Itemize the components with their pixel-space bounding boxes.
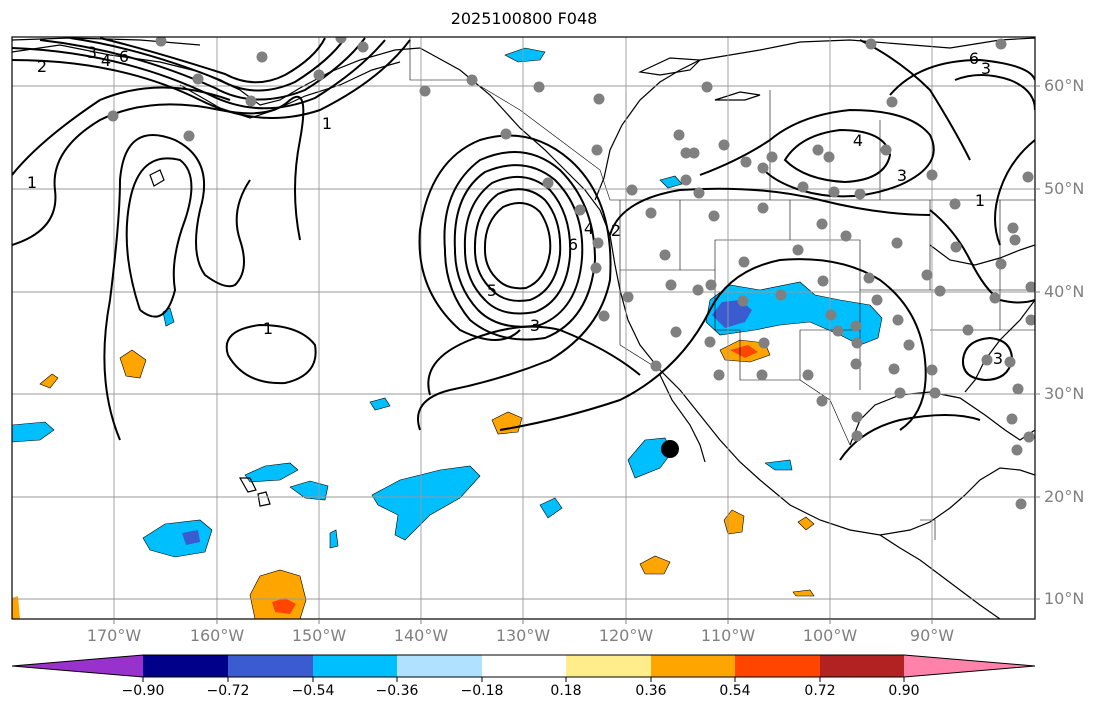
lon-label: 120°W [598, 626, 654, 645]
map-title: 2025100800 F048 [450, 9, 598, 28]
colorbar-segment [228, 655, 313, 677]
blue-anomaly-alaska [504, 47, 546, 63]
colorbar-tick-label: −0.90 [121, 683, 165, 699]
colorbar-segment [313, 655, 397, 677]
location-marker [661, 440, 679, 458]
colorbar-segment [651, 655, 735, 677]
blue-anomaly-small-1 [539, 497, 563, 519]
contour-label: 3 [981, 59, 991, 78]
contour-label: 1 [975, 191, 985, 210]
lat-label: 30°N [1044, 384, 1085, 403]
lat-label: 20°N [1044, 487, 1085, 506]
lat-label: 60°N [1044, 76, 1085, 95]
colorbar-segment [482, 655, 566, 677]
colorbar-tick-label: 0.18 [550, 683, 582, 699]
contour-label: 4 [101, 51, 111, 70]
orange-anomaly-5 [797, 516, 815, 531]
blue-anomaly-canada [659, 175, 683, 189]
contour-label: 3 [993, 349, 1003, 368]
coastlines [12, 37, 1035, 619]
contour-label: 3 [897, 166, 907, 185]
colorbar-tick-label: 0.54 [719, 683, 751, 699]
lon-label: 110°W [700, 626, 756, 645]
blue-anomaly-small-5 [162, 307, 175, 327]
colorbar-extend-low [12, 655, 143, 677]
blue-anomaly-hawaii-2 [289, 480, 329, 501]
colorbar-segment [735, 655, 820, 677]
orange-anomaly-west-edge [12, 596, 20, 619]
orange-anomaly-3 [723, 509, 745, 535]
colorbar-tick-label: −0.72 [206, 683, 250, 699]
colorbar-tick-label: 0.72 [804, 683, 836, 699]
colorbar-extend-high [904, 655, 1035, 677]
orange-anomaly-2 [491, 411, 523, 435]
lon-label: 90°W [909, 626, 955, 645]
orange-anomaly-4 [639, 555, 671, 575]
dark-blue-anomaly-southwest [712, 300, 752, 328]
colorbar-tick-label: 0.36 [635, 683, 667, 699]
blue-anomaly-small-3 [764, 459, 793, 471]
blue-anomaly-sw-pacific [142, 519, 213, 558]
colorbar-tick-label: −0.36 [375, 683, 419, 699]
lon-label: 100°W [802, 626, 858, 645]
contour-label: 6 [568, 235, 578, 254]
blue-anomaly-pacific-large [371, 465, 481, 541]
lat-label: 50°N [1044, 179, 1085, 198]
lon-label: 140°W [393, 626, 449, 645]
blue-anomaly-west-edge [12, 421, 55, 443]
lon-label: 170°W [86, 626, 142, 645]
contour-lines [12, 37, 1035, 461]
red-anomaly-central-pacific [272, 598, 296, 614]
lat-label: 40°N [1044, 282, 1085, 301]
contour-labels: 2 3 4 6 1 1 1 5 6 4 2 3 4 3 1 6 3 3 [27, 43, 1003, 368]
colorbar-tick-label: 0.90 [888, 683, 920, 699]
station-markers [107, 37, 1035, 510]
lon-ticks [113, 619, 933, 624]
lon-label: 160°W [189, 626, 245, 645]
colorbar-segment [566, 655, 651, 677]
colorbar-segment [820, 655, 904, 677]
lon-label: 150°W [291, 626, 347, 645]
lat-ticks [1035, 85, 1040, 600]
contour-label: 1 [322, 114, 332, 133]
lon-label: 130°W [495, 626, 551, 645]
colorbar-tick-label: −0.18 [460, 683, 504, 699]
contour-label: 2 [37, 57, 47, 76]
blue-anomaly-small-4 [329, 529, 339, 549]
orange-anomaly-1 [119, 349, 147, 379]
contour-label: 1 [27, 173, 37, 192]
contour-label: 4 [853, 131, 863, 150]
colorbar-segment [143, 655, 228, 677]
colorbar-tick-label: −0.54 [291, 683, 335, 699]
contour-label: 3 [530, 316, 540, 335]
orange-anomaly-7 [792, 589, 815, 597]
contour-label: 3 [87, 43, 97, 62]
blue-anomaly-hawaii-1 [244, 462, 299, 483]
orange-anomaly-6 [39, 373, 59, 389]
colorbar [11, 654, 1036, 682]
red-anomaly-southwest [730, 345, 758, 358]
contour-label: 1 [263, 319, 273, 338]
lat-label: 10°N [1044, 589, 1085, 608]
gridlines [12, 37, 1035, 619]
contour-label: 4 [584, 219, 594, 238]
anomaly-fills [12, 47, 883, 619]
blue-anomaly-small-2 [369, 397, 391, 411]
contour-label: 6 [119, 47, 129, 66]
dark-blue-anomaly-sw-pacific [182, 530, 200, 545]
contour-label: 5 [487, 281, 497, 300]
contour-label: 2 [611, 221, 621, 240]
contour-label: 6 [969, 49, 979, 68]
colorbar-segment [397, 655, 482, 677]
